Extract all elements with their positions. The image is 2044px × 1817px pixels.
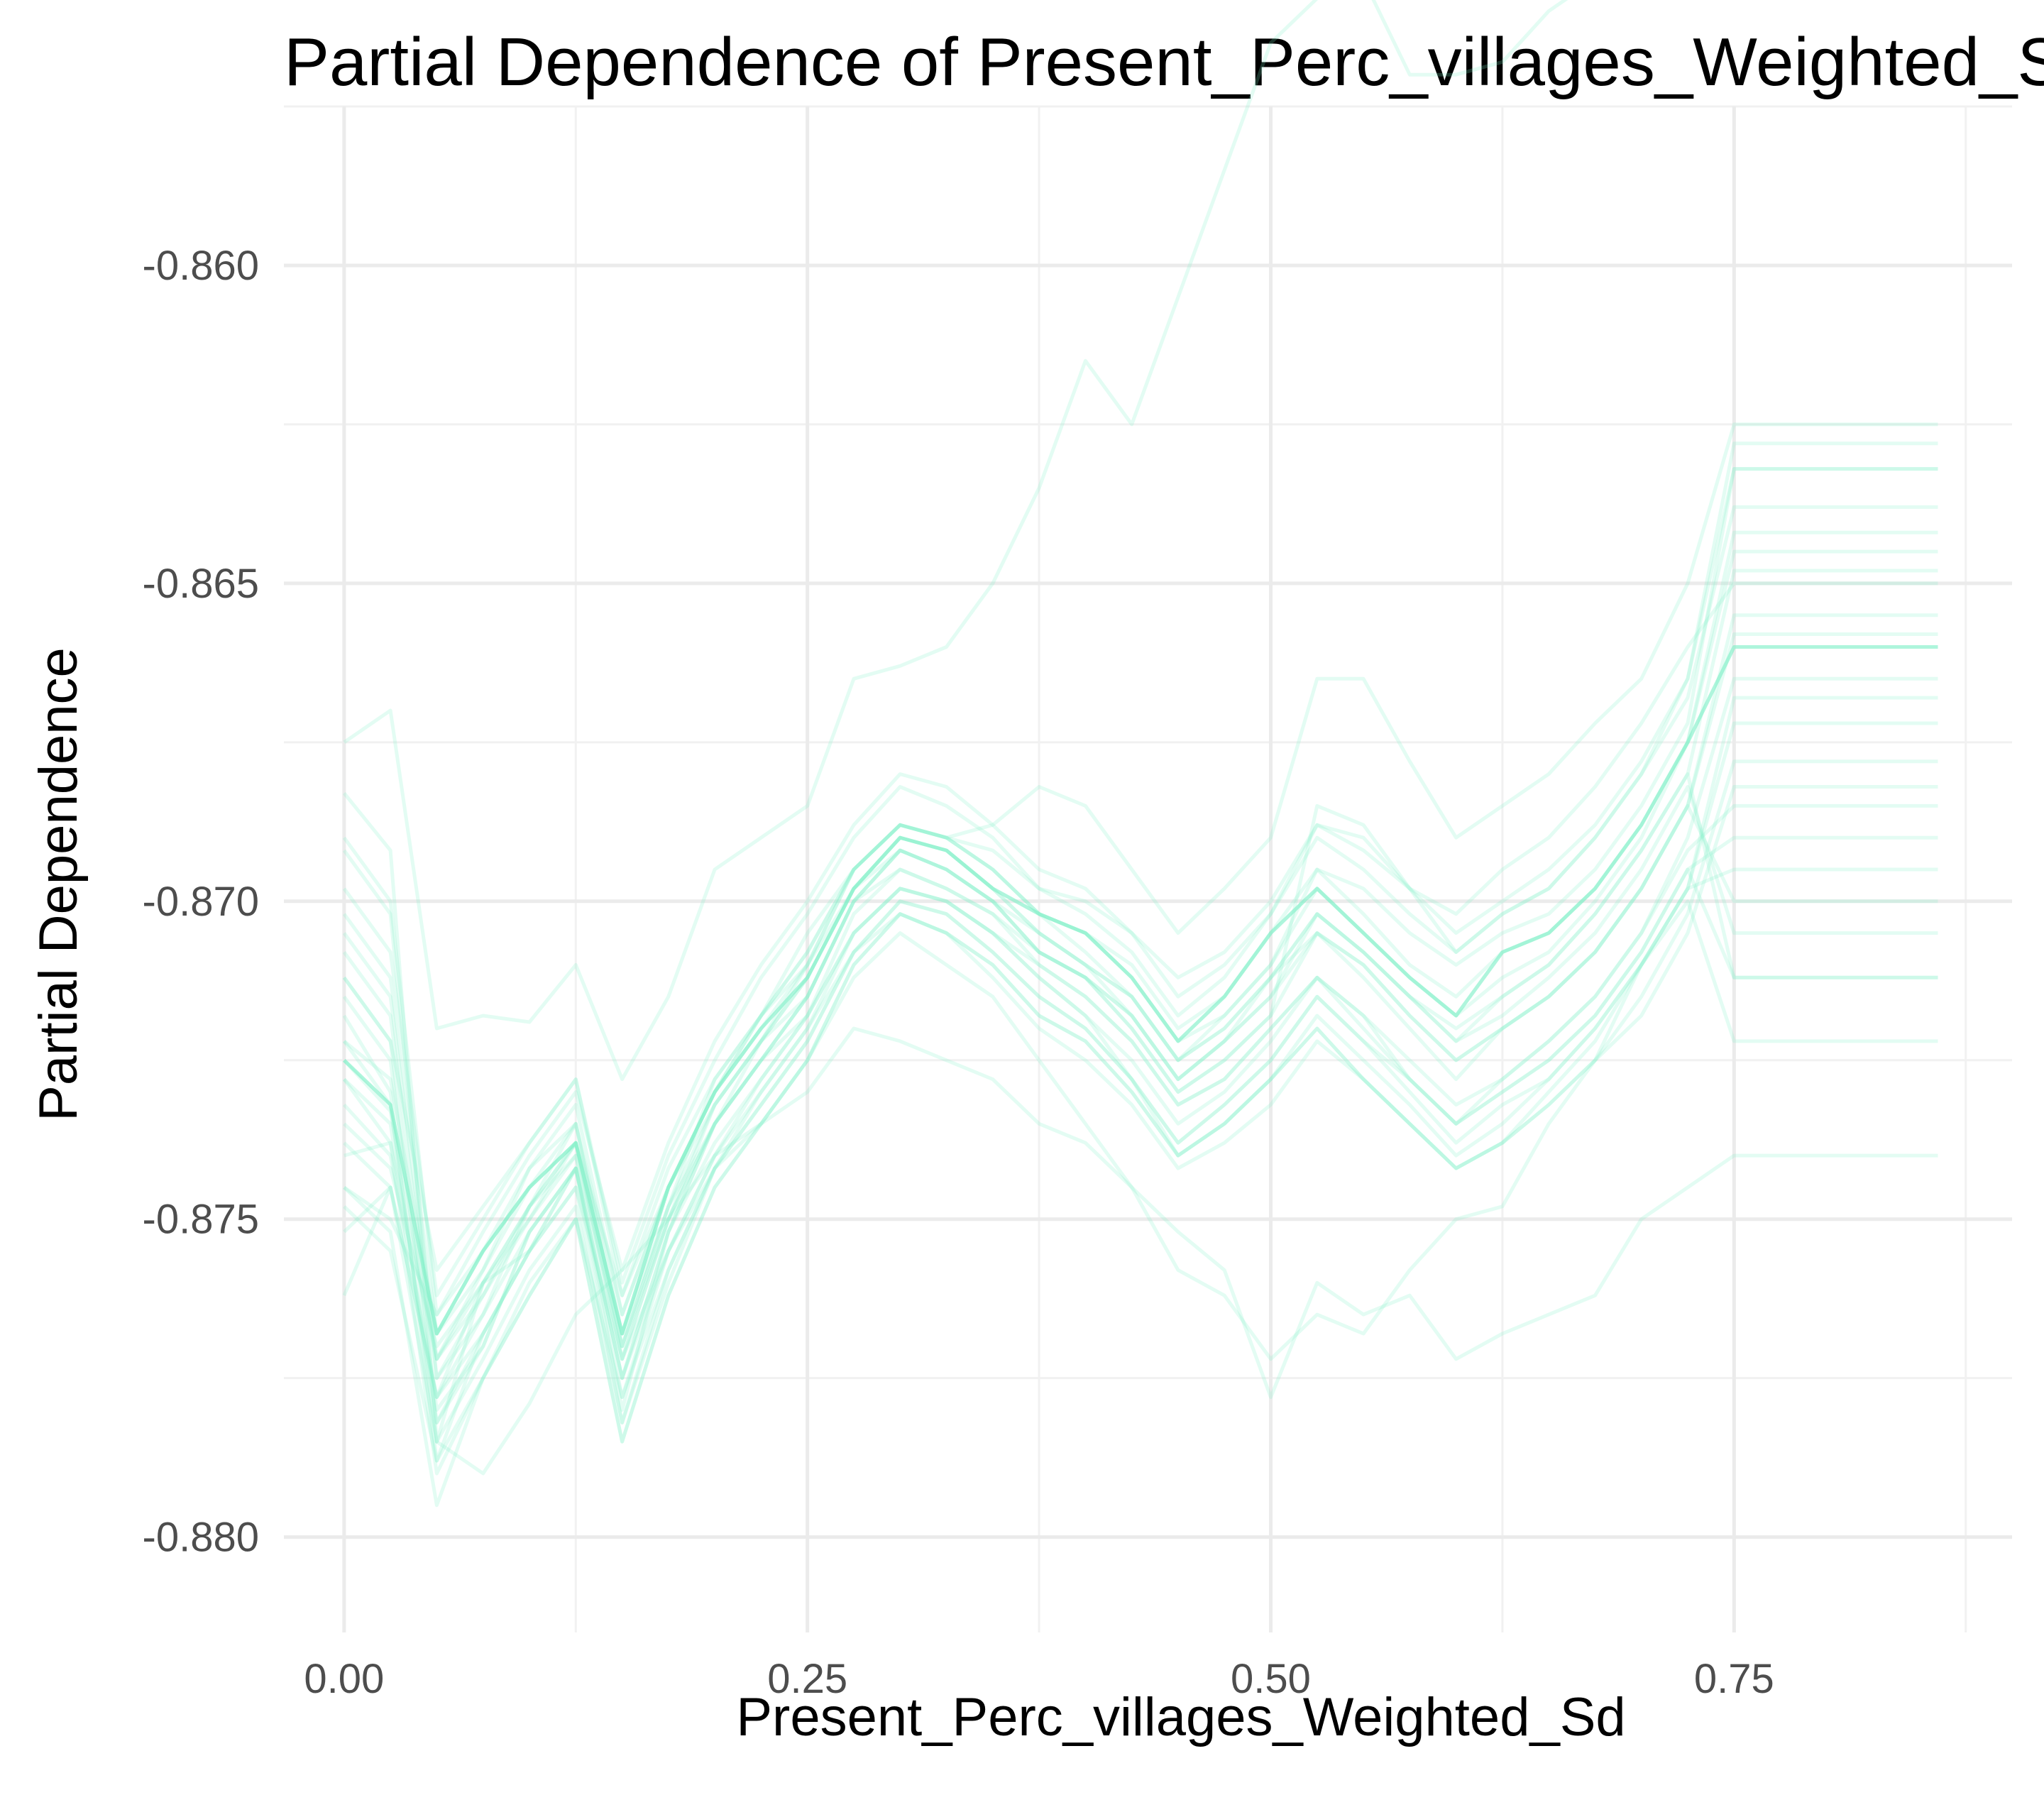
x-tick-label: 0.50 xyxy=(1231,1656,1311,1702)
ice-line xyxy=(342,1026,1938,1476)
ice-line xyxy=(342,467,1938,1336)
chart-title: Partial Dependence of Present_Perc_villa… xyxy=(284,24,2044,100)
ice-line xyxy=(343,569,1938,1361)
y-tick-label: -0.860 xyxy=(143,243,259,289)
y-tick-labels: -0.880 -0.875 -0.870 -0.865 -0.860 xyxy=(143,243,259,1561)
x-tick-label: 0.00 xyxy=(304,1656,384,1702)
x-tick-label: 0.25 xyxy=(767,1656,847,1702)
ice-line xyxy=(342,632,1938,1424)
ice-line xyxy=(343,835,1938,1424)
ice-line xyxy=(342,530,1938,1297)
x-tick-labels: 0.00 0.25 0.50 0.75 xyxy=(304,1656,1774,1702)
ice-line xyxy=(342,867,1938,1444)
ice-line-dense xyxy=(343,645,1938,1336)
y-tick-label: -0.875 xyxy=(143,1197,259,1243)
ice-line xyxy=(343,803,1938,1399)
x-axis-title: Present_Perc_villages_Weighted_Sd xyxy=(736,1687,1625,1747)
ice-line xyxy=(342,791,1938,1444)
ice-line xyxy=(342,581,1938,1361)
ice-line-dense xyxy=(343,645,1938,1336)
y-tick-label: -0.880 xyxy=(143,1515,259,1561)
ice-line xyxy=(343,0,1568,1082)
ice-line xyxy=(343,785,1938,1399)
ice-line xyxy=(342,759,1938,1476)
ice-line xyxy=(342,505,1938,1297)
grid xyxy=(284,105,2012,1632)
ice-line xyxy=(342,467,1938,1412)
ice-line xyxy=(343,549,1938,1349)
ice-line xyxy=(342,441,1938,1317)
y-axis-title: Partial Dependence xyxy=(28,647,89,1121)
ice-line xyxy=(343,867,1938,1463)
ice-line xyxy=(342,422,1938,1380)
ice-line xyxy=(344,676,1938,1361)
ice-line-dense xyxy=(343,645,1938,1336)
ice-line xyxy=(343,803,1938,1349)
ice-line xyxy=(343,785,1938,1317)
y-tick-label: -0.870 xyxy=(143,879,259,925)
ice-line-dense xyxy=(343,645,1938,1336)
x-tick-label: 0.75 xyxy=(1694,1656,1774,1702)
y-tick-label: -0.865 xyxy=(143,561,259,607)
ice-line xyxy=(342,772,1938,1380)
ice-line xyxy=(342,696,1938,1463)
ice-line xyxy=(343,721,1938,1508)
ice-lines xyxy=(342,0,1938,1508)
ice-line xyxy=(343,613,1938,1399)
